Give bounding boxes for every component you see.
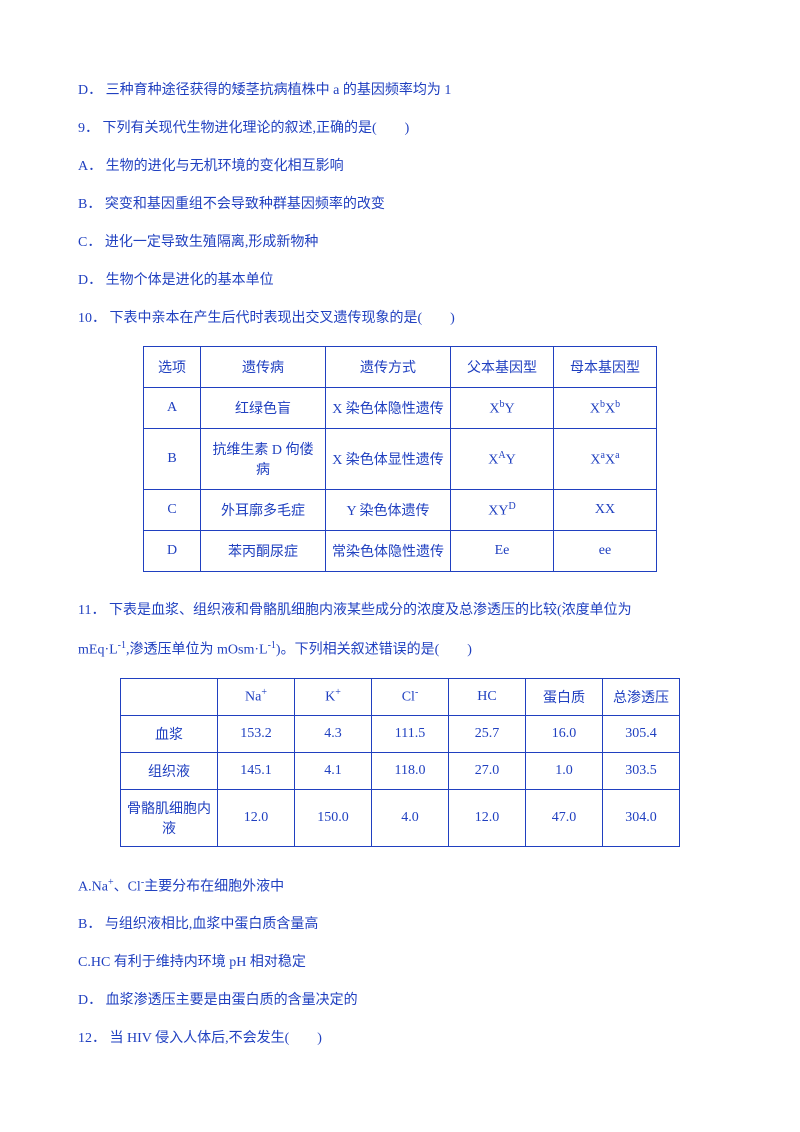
table-cell: Cl- bbox=[372, 678, 449, 715]
table-cell: 4.1 bbox=[295, 752, 372, 789]
table-cell: 组织液 bbox=[121, 752, 218, 789]
q11-option-b: B． 与组织液相比,血浆中蛋白质含量高 bbox=[78, 914, 722, 935]
table-row: B 抗维生素 D 佝偻病 X 染色体显性遗传 XAY XaXa bbox=[144, 429, 657, 490]
table-cell: B bbox=[144, 429, 201, 490]
table-cell: 4.3 bbox=[295, 715, 372, 752]
q12-stem: 12． 当 HIV 侵入人体后,不会发生( ) bbox=[78, 1028, 722, 1049]
table-cell: D bbox=[144, 531, 201, 572]
table-cell: X 染色体显性遗传 bbox=[326, 429, 451, 490]
table-row: 选项 遗传病 遗传方式 父本基因型 母本基因型 bbox=[144, 347, 657, 388]
table-cell: 总渗透压 bbox=[603, 678, 680, 715]
table-row: Na+ K+ Cl- HC 蛋白质 总渗透压 bbox=[121, 678, 680, 715]
table-row: D 苯丙酮尿症 常染色体隐性遗传 Ee ee bbox=[144, 531, 657, 572]
q9-option-c: C． 进化一定导致生殖隔离,形成新物种 bbox=[78, 232, 722, 253]
table-cell: 111.5 bbox=[372, 715, 449, 752]
q11-option-c: C.HC 有利于维持内环境 pH 相对稳定 bbox=[78, 952, 722, 973]
q11-option-d: D． 血浆渗透压主要是由蛋白质的含量决定的 bbox=[78, 990, 722, 1011]
table-cell: 12.0 bbox=[218, 789, 295, 846]
page-content: D． 三种育种途径获得的矮茎抗病植株中 a 的基因频率均为 1 9． 下列有关现… bbox=[0, 0, 800, 1106]
table-cell: XbXb bbox=[554, 388, 657, 429]
concentration-table: Na+ K+ Cl- HC 蛋白质 总渗透压 血浆 153.2 4.3 111.… bbox=[120, 678, 680, 847]
table-cell: 母本基因型 bbox=[554, 347, 657, 388]
table-cell: 4.0 bbox=[372, 789, 449, 846]
table-cell: K+ bbox=[295, 678, 372, 715]
table-row: C 外耳廓多毛症 Y 染色体遗传 XYD XX bbox=[144, 490, 657, 531]
table-cell: A bbox=[144, 388, 201, 429]
table-cell: 血浆 bbox=[121, 715, 218, 752]
spacer bbox=[78, 590, 722, 600]
table-cell: 16.0 bbox=[526, 715, 603, 752]
table-cell: 25.7 bbox=[449, 715, 526, 752]
q9-option-a: A． 生物的进化与无机环境的变化相互影响 bbox=[78, 156, 722, 177]
genetics-table: 选项 遗传病 遗传方式 父本基因型 母本基因型 A 红绿色盲 X 染色体隐性遗传… bbox=[143, 346, 657, 572]
spacer bbox=[78, 865, 722, 875]
table-cell: 抗维生素 D 佝偻病 bbox=[201, 429, 326, 490]
table-cell: 选项 bbox=[144, 347, 201, 388]
table-cell: 苯丙酮尿症 bbox=[201, 531, 326, 572]
table-cell: 153.2 bbox=[218, 715, 295, 752]
table-cell: XYD bbox=[451, 490, 554, 531]
table-cell: Na+ bbox=[218, 678, 295, 715]
table-row: A 红绿色盲 X 染色体隐性遗传 XbY XbXb bbox=[144, 388, 657, 429]
table-cell: 150.0 bbox=[295, 789, 372, 846]
table-cell: 12.0 bbox=[449, 789, 526, 846]
table-cell: X 染色体隐性遗传 bbox=[326, 388, 451, 429]
table-cell: Ee bbox=[451, 531, 554, 572]
table-cell: 47.0 bbox=[526, 789, 603, 846]
table-cell: 118.0 bbox=[372, 752, 449, 789]
table-cell: 红绿色盲 bbox=[201, 388, 326, 429]
table-cell: 27.0 bbox=[449, 752, 526, 789]
q9-option-b: B． 突变和基因重组不会导致种群基因频率的改变 bbox=[78, 194, 722, 215]
table-cell: 1.0 bbox=[526, 752, 603, 789]
table-cell: XaXa bbox=[554, 429, 657, 490]
table-cell bbox=[121, 678, 218, 715]
q8-option-d: D． 三种育种途径获得的矮茎抗病植株中 a 的基因频率均为 1 bbox=[78, 80, 722, 101]
table-cell: 遗传方式 bbox=[326, 347, 451, 388]
table-cell: Y 染色体遗传 bbox=[326, 490, 451, 531]
table-cell: 145.1 bbox=[218, 752, 295, 789]
table-cell: 骨骼肌细胞内液 bbox=[121, 789, 218, 846]
q11-stem-line2: mEq·L-1,渗透压单位为 mOsm·L-1)。下列相关叙述错误的是( ) bbox=[78, 638, 722, 661]
q11-option-a: A.Na+、Cl-主要分布在细胞外液中 bbox=[78, 875, 722, 898]
table-cell: 父本基因型 bbox=[451, 347, 554, 388]
table-cell: 303.5 bbox=[603, 752, 680, 789]
q10-stem: 10． 下表中亲本在产生后代时表现出交叉遗传现象的是( ) bbox=[78, 308, 722, 329]
table-cell: 304.0 bbox=[603, 789, 680, 846]
q9-option-d: D． 生物个体是进化的基本单位 bbox=[78, 270, 722, 291]
table-cell: C bbox=[144, 490, 201, 531]
table-cell: 外耳廓多毛症 bbox=[201, 490, 326, 531]
table-cell: 常染色体隐性遗传 bbox=[326, 531, 451, 572]
table-cell: 305.4 bbox=[603, 715, 680, 752]
table-cell: XAY bbox=[451, 429, 554, 490]
table-cell: HC bbox=[449, 678, 526, 715]
table-row: 血浆 153.2 4.3 111.5 25.7 16.0 305.4 bbox=[121, 715, 680, 752]
table-row: 组织液 145.1 4.1 118.0 27.0 1.0 303.5 bbox=[121, 752, 680, 789]
q9-stem: 9． 下列有关现代生物进化理论的叙述,正确的是( ) bbox=[78, 118, 722, 139]
q11-stem-line1: 11． 下表是血浆、组织液和骨骼肌细胞内液某些成分的浓度及总渗透压的比较(浓度单… bbox=[78, 600, 722, 621]
table-row: 骨骼肌细胞内液 12.0 150.0 4.0 12.0 47.0 304.0 bbox=[121, 789, 680, 846]
table-cell: 蛋白质 bbox=[526, 678, 603, 715]
table-cell: ee bbox=[554, 531, 657, 572]
table-cell: XX bbox=[554, 490, 657, 531]
table-cell: XbY bbox=[451, 388, 554, 429]
table-cell: 遗传病 bbox=[201, 347, 326, 388]
